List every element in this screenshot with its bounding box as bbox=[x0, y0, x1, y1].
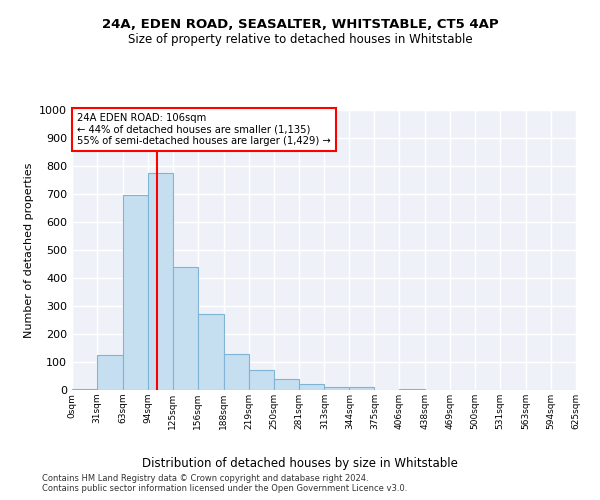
Text: Distribution of detached houses by size in Whitstable: Distribution of detached houses by size … bbox=[142, 458, 458, 470]
Text: Contains public sector information licensed under the Open Government Licence v3: Contains public sector information licen… bbox=[42, 484, 407, 493]
Text: 24A, EDEN ROAD, SEASALTER, WHITSTABLE, CT5 4AP: 24A, EDEN ROAD, SEASALTER, WHITSTABLE, C… bbox=[101, 18, 499, 30]
Bar bbox=[349, 387, 374, 390]
Text: Contains HM Land Registry data © Crown copyright and database right 2024.: Contains HM Land Registry data © Crown c… bbox=[42, 474, 368, 483]
Bar bbox=[325, 386, 349, 390]
Bar bbox=[198, 314, 224, 390]
Bar bbox=[274, 380, 299, 390]
Bar bbox=[299, 384, 325, 390]
Bar bbox=[97, 355, 123, 390]
Bar bbox=[72, 388, 97, 390]
Text: 24A EDEN ROAD: 106sqm
← 44% of detached houses are smaller (1,135)
55% of semi-d: 24A EDEN ROAD: 106sqm ← 44% of detached … bbox=[77, 113, 331, 146]
Y-axis label: Number of detached properties: Number of detached properties bbox=[23, 162, 34, 338]
Bar bbox=[173, 267, 198, 390]
Bar bbox=[123, 196, 148, 390]
Bar bbox=[400, 388, 425, 390]
Bar bbox=[148, 173, 173, 390]
Text: Size of property relative to detached houses in Whitstable: Size of property relative to detached ho… bbox=[128, 32, 472, 46]
Bar bbox=[248, 370, 274, 390]
Bar bbox=[224, 354, 248, 390]
